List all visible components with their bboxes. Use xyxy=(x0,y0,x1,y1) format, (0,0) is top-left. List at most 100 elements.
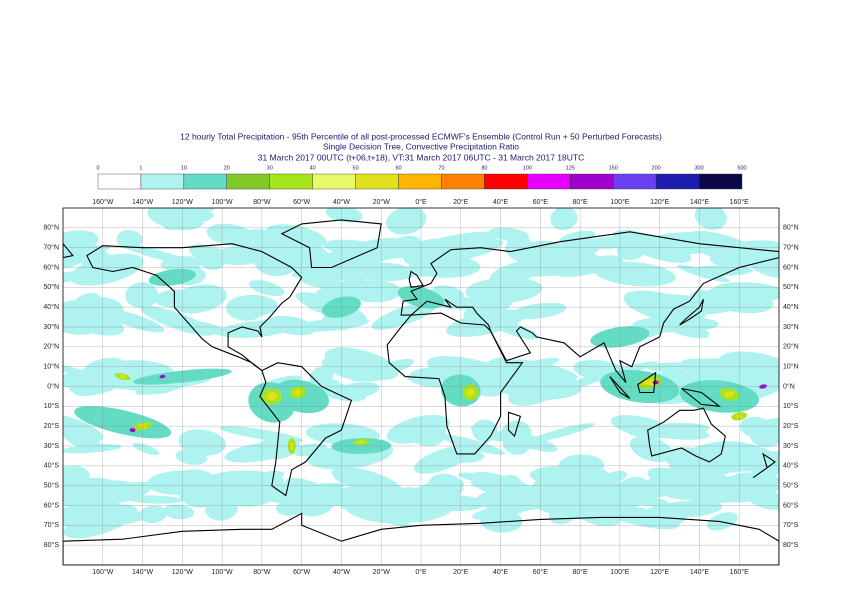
latitude-label: 70°N xyxy=(43,244,59,252)
coastline xyxy=(400,231,779,383)
precip-area xyxy=(338,503,412,528)
longitude-label: 100°W xyxy=(212,198,233,206)
coastline xyxy=(86,243,303,372)
legend-swatch xyxy=(698,173,743,190)
latitude-label: 0°N xyxy=(47,382,59,390)
coastline xyxy=(280,219,382,269)
precip-area xyxy=(129,428,136,433)
legend-level: 60 xyxy=(395,165,401,171)
longitude-label: 160°W xyxy=(92,198,113,206)
color-legend: 0 1 10 20 30 40 50 60 70 80 100 125 150 200 300 500 xyxy=(96,165,747,190)
precip-area xyxy=(466,388,475,397)
legend-swatch xyxy=(355,173,399,190)
precip-area xyxy=(523,357,560,369)
precip-area xyxy=(266,224,327,249)
legend-level: 20 xyxy=(224,165,230,171)
precip-area xyxy=(632,316,719,333)
precip-area xyxy=(70,253,144,286)
coastline xyxy=(408,270,424,288)
precip-area xyxy=(488,227,529,242)
precip-area xyxy=(206,223,255,247)
precip-area xyxy=(91,365,173,394)
precip-area xyxy=(219,426,303,443)
precip-area xyxy=(559,230,596,245)
longitude-label: 0°E xyxy=(415,198,427,206)
latitude-label: 50°N xyxy=(783,283,799,291)
legend-level: 10 xyxy=(181,165,187,171)
coastline xyxy=(63,242,74,259)
precip-area xyxy=(117,242,196,266)
map-frame xyxy=(62,207,780,566)
legend-swatch xyxy=(655,173,700,190)
legend-level: 80 xyxy=(481,165,487,171)
precip-area xyxy=(351,359,415,382)
precip-area xyxy=(458,472,501,484)
precip-area xyxy=(439,447,485,463)
precip-area xyxy=(423,231,500,250)
precip-area xyxy=(421,238,504,264)
legend-swatch xyxy=(398,173,442,190)
precip-area xyxy=(546,246,599,273)
precip-area xyxy=(470,425,506,442)
precip-area xyxy=(63,244,111,270)
precip-area xyxy=(502,428,532,455)
latitude-label: 80°N xyxy=(783,224,799,232)
precip-area xyxy=(386,208,427,235)
coastline xyxy=(637,371,657,394)
precip-area xyxy=(175,449,208,465)
coastline xyxy=(386,312,524,455)
longitude-label: 100°W xyxy=(212,568,233,576)
legend-level: 500 xyxy=(737,165,746,171)
precip-area xyxy=(302,484,342,499)
latitude-label: 60°S xyxy=(783,501,799,509)
precip-area xyxy=(626,422,710,440)
longitude-label: 120°E xyxy=(650,568,669,576)
precip-area xyxy=(744,247,779,279)
legend-level: 30 xyxy=(267,165,273,171)
precip-area xyxy=(465,277,543,304)
precip-area xyxy=(746,489,779,510)
precip-area xyxy=(694,454,739,467)
longitude-label: 40°E xyxy=(493,568,509,576)
longitude-label: 80°W xyxy=(253,568,271,576)
longitude-label: 100°E xyxy=(610,568,629,576)
titles: 12 hourly Total Precipitation - 95th Per… xyxy=(180,131,662,162)
precip-area xyxy=(749,420,779,448)
precip-area xyxy=(170,284,227,314)
title-line: 31 March 2017 00UTC (t+06,t+18), VT:31 M… xyxy=(258,152,584,162)
coastline xyxy=(647,407,726,463)
precip-area xyxy=(630,496,668,507)
latitude-label: 30°S xyxy=(44,442,60,450)
precip-area xyxy=(511,302,567,320)
precip-area xyxy=(293,389,302,396)
latitude-label: 70°S xyxy=(44,521,60,529)
latitude-label: 80°N xyxy=(43,224,59,232)
precip-area xyxy=(63,230,99,253)
longitude-label: 20°E xyxy=(453,568,469,576)
latitude-label: 80°S xyxy=(783,541,799,549)
latitude-label: 70°S xyxy=(783,521,799,529)
latitude-label: 30°S xyxy=(783,442,799,450)
latitude-label: 20°N xyxy=(783,343,799,351)
precip-area xyxy=(74,406,172,439)
precip-area xyxy=(63,481,117,509)
precip-area xyxy=(67,476,99,490)
longitude-label: 60°E xyxy=(533,198,549,206)
longitude-label: 20°W xyxy=(373,198,391,206)
longitude-label: 0°E xyxy=(415,568,427,576)
precip-area xyxy=(598,236,629,249)
legend-level: 70 xyxy=(438,165,444,171)
legend-level: 300 xyxy=(694,165,703,171)
latitude-label: 50°S xyxy=(44,482,60,490)
legend-swatch xyxy=(527,173,571,190)
legend-swatch xyxy=(183,173,228,190)
precip-area xyxy=(118,374,127,379)
latitude-label: 10°N xyxy=(43,363,59,371)
precip-area xyxy=(371,488,444,514)
precip-area xyxy=(550,208,578,231)
latitude-label: 20°S xyxy=(783,422,799,430)
longitude-label: 160°W xyxy=(92,568,113,576)
longitude-label: 40°E xyxy=(493,198,509,206)
legend-swatch xyxy=(441,173,485,190)
